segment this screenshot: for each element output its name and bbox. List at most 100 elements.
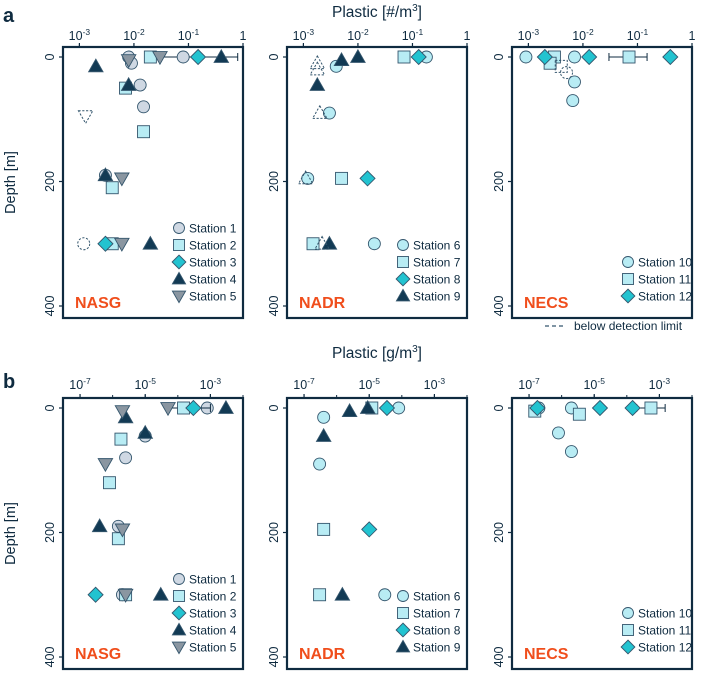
- legend-label: Station 3: [189, 256, 237, 270]
- legend-marker: [397, 239, 409, 251]
- data-point: [591, 399, 609, 417]
- legend-marker: [171, 605, 187, 621]
- legend-marker: [397, 590, 409, 602]
- data-point: [97, 167, 114, 182]
- data-point: [361, 521, 378, 538]
- y-tick-label: 200: [492, 522, 506, 543]
- x-tick-label: 10-1: [178, 27, 200, 43]
- x-tick-label: 10-1: [627, 27, 649, 43]
- y-tick-label: 200: [267, 171, 281, 192]
- legend-label: Station 10: [638, 256, 692, 270]
- data-point: [97, 235, 114, 252]
- depth-axis-label: Depth [m]: [3, 502, 19, 565]
- legend-marker: [171, 254, 187, 270]
- data-point: [133, 78, 147, 92]
- y-tick-label: 400: [267, 296, 281, 317]
- data-point: [334, 586, 351, 601]
- data-point: [151, 51, 168, 66]
- data-point: [313, 588, 327, 602]
- legend-marker: [622, 607, 634, 619]
- x-tick-label: 1: [464, 29, 471, 43]
- data-point: [341, 403, 358, 417]
- data-point: [87, 586, 104, 603]
- legend-marker: [171, 271, 187, 285]
- y-tick-label: 200: [43, 171, 57, 192]
- legend-marker: [395, 639, 411, 653]
- data-point: [581, 48, 598, 66]
- data-point: [119, 451, 133, 465]
- data-point: [87, 58, 104, 73]
- data-point: [367, 237, 381, 251]
- x-tick-label: 10-3: [649, 376, 671, 392]
- legend-marker: [395, 622, 411, 638]
- data-point: [566, 94, 580, 108]
- data-point: [378, 588, 392, 602]
- data-point: [309, 55, 326, 70]
- data-point: [568, 50, 581, 64]
- data-point: [529, 399, 546, 417]
- legend-label: Station 9: [413, 641, 461, 655]
- legend-marker: [622, 273, 634, 285]
- y-tick-label: 0: [492, 404, 506, 411]
- data-point: [314, 235, 331, 250]
- legend-marker: [171, 641, 187, 655]
- data-point: [185, 399, 202, 417]
- y-tick-label: 0: [43, 53, 57, 60]
- legend-marker: [620, 639, 636, 655]
- legend-label: Station 2: [189, 239, 237, 253]
- x-tick-label: 10-7: [69, 376, 91, 392]
- data-point: [114, 523, 131, 538]
- data-point: [552, 426, 565, 440]
- data-point: [176, 50, 190, 64]
- region-label: NADR: [299, 646, 346, 663]
- y-tick-label: 200: [267, 522, 281, 543]
- legend-label: Station 5: [189, 290, 237, 304]
- legend-label: Station 9: [413, 290, 461, 304]
- legend-label: Station 4: [189, 624, 237, 638]
- x-tick-label: 10-7: [293, 376, 315, 392]
- y-tick-label: 0: [267, 53, 281, 60]
- data-point: [77, 110, 94, 125]
- x-tick-label: 10-3: [424, 376, 446, 392]
- panel-necs: 10-3 10-2 10-1 1 0 200 400 NECS Station 10 Statio…: [492, 27, 696, 320]
- legend-label: Station 12: [638, 290, 692, 304]
- legend-label: Station 11: [638, 624, 691, 638]
- legend-label: Station 3: [189, 607, 237, 621]
- panel-nasg: 10-3 10-2 10-1 1 0 200 400 NASG Station 1 Station…: [43, 27, 247, 320]
- legend-label: Station 10: [638, 607, 692, 621]
- data-point: [624, 399, 641, 417]
- data-point: [117, 588, 134, 603]
- data-point: [410, 48, 427, 66]
- legend-label: Station 8: [413, 273, 461, 287]
- data-point: [120, 54, 137, 69]
- y-tick-label: 0: [492, 53, 506, 60]
- region-label: NECS: [524, 646, 569, 663]
- data-point: [536, 48, 553, 66]
- region-label: NADR: [299, 295, 346, 312]
- data-point: [137, 424, 154, 439]
- data-point: [568, 75, 581, 89]
- legend-label: Station 1: [189, 222, 237, 236]
- legend-marker: [395, 288, 411, 302]
- data-point: [114, 405, 131, 420]
- chart-row-b: b Plastic [g/m3] Depth [m] 10-7 10-5 10-3 0 200…: [3, 344, 694, 671]
- panel-letter: a: [3, 5, 15, 27]
- legend-marker: [622, 624, 634, 636]
- y-tick-label: 200: [492, 171, 506, 192]
- x-tick-label: 10-2: [123, 27, 145, 43]
- data-point: [217, 399, 234, 414]
- panel-nadr: 10-7 10-5 10-3 0 200 400 NADR Station 6 Station …: [267, 376, 469, 671]
- region-label: NASG: [75, 295, 121, 312]
- region-label: NECS: [524, 295, 569, 312]
- data-point: [321, 235, 338, 250]
- data-point: [572, 407, 586, 421]
- legend-label: Station 6: [413, 239, 461, 253]
- legend-label: Station 7: [413, 607, 461, 621]
- data-point: [313, 457, 327, 471]
- data-point: [120, 76, 137, 91]
- data-point: [335, 171, 348, 185]
- legend-label: Station 7: [413, 256, 461, 270]
- data-point: [564, 445, 578, 459]
- panel-frame: [510, 396, 694, 671]
- x-tick-label: 10-5: [583, 376, 605, 392]
